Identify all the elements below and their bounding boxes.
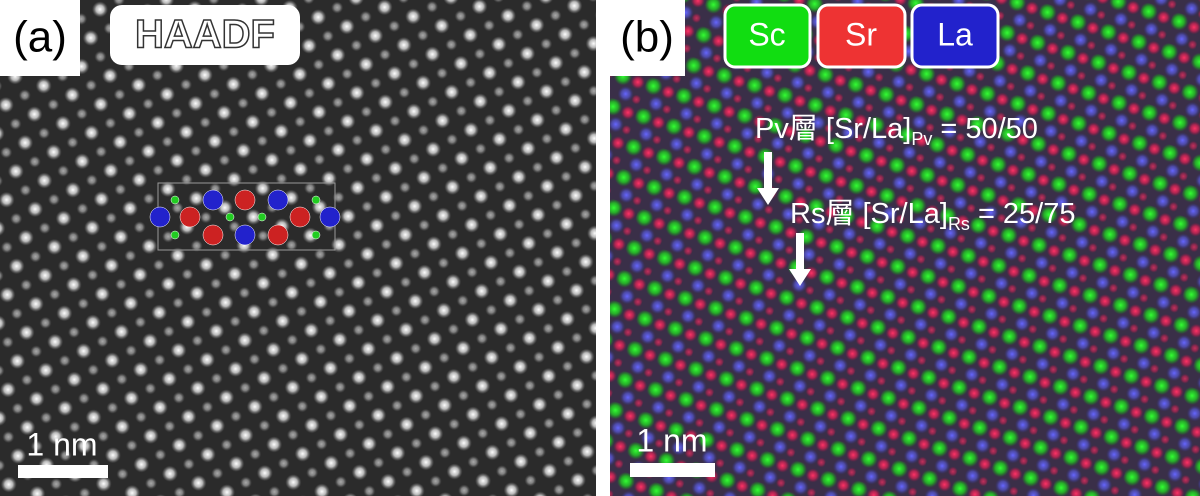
arrow <box>789 233 811 286</box>
mode-box <box>110 5 300 65</box>
scale-bar <box>18 465 108 478</box>
label-box <box>0 0 80 76</box>
annotation: Pv層 [Sr/La]Pv = 50/50 <box>755 113 1038 149</box>
panel-label: (a) <box>13 13 67 62</box>
legend-box <box>723 3 812 69</box>
scale-bar-label: 1 nm <box>636 422 707 458</box>
panel-label: (b) <box>620 13 674 62</box>
legend-label: Sr <box>845 16 877 52</box>
legend-label: Sc <box>748 16 785 52</box>
label-box <box>610 0 685 76</box>
eds-map <box>610 0 1200 496</box>
legend-label: La <box>937 16 973 52</box>
haadf-image <box>0 0 596 496</box>
arrow <box>757 152 779 205</box>
legend-box <box>816 3 907 69</box>
mode-label: HAADF <box>135 13 275 57</box>
scale-bar-label: 1 nm <box>26 426 97 462</box>
annotation: Rs層 [Sr/La]Rs = 25/75 <box>790 198 1076 234</box>
panel-b: (b) Sc Sr La Pv層 [Sr/La]Pv = 50/50 Rs層 [S… <box>610 0 1200 496</box>
legend-box <box>910 3 1000 69</box>
panel-a: (a) HAADF 1 nm <box>0 0 596 496</box>
scale-bar <box>630 463 715 477</box>
crystal-model <box>149 182 341 251</box>
